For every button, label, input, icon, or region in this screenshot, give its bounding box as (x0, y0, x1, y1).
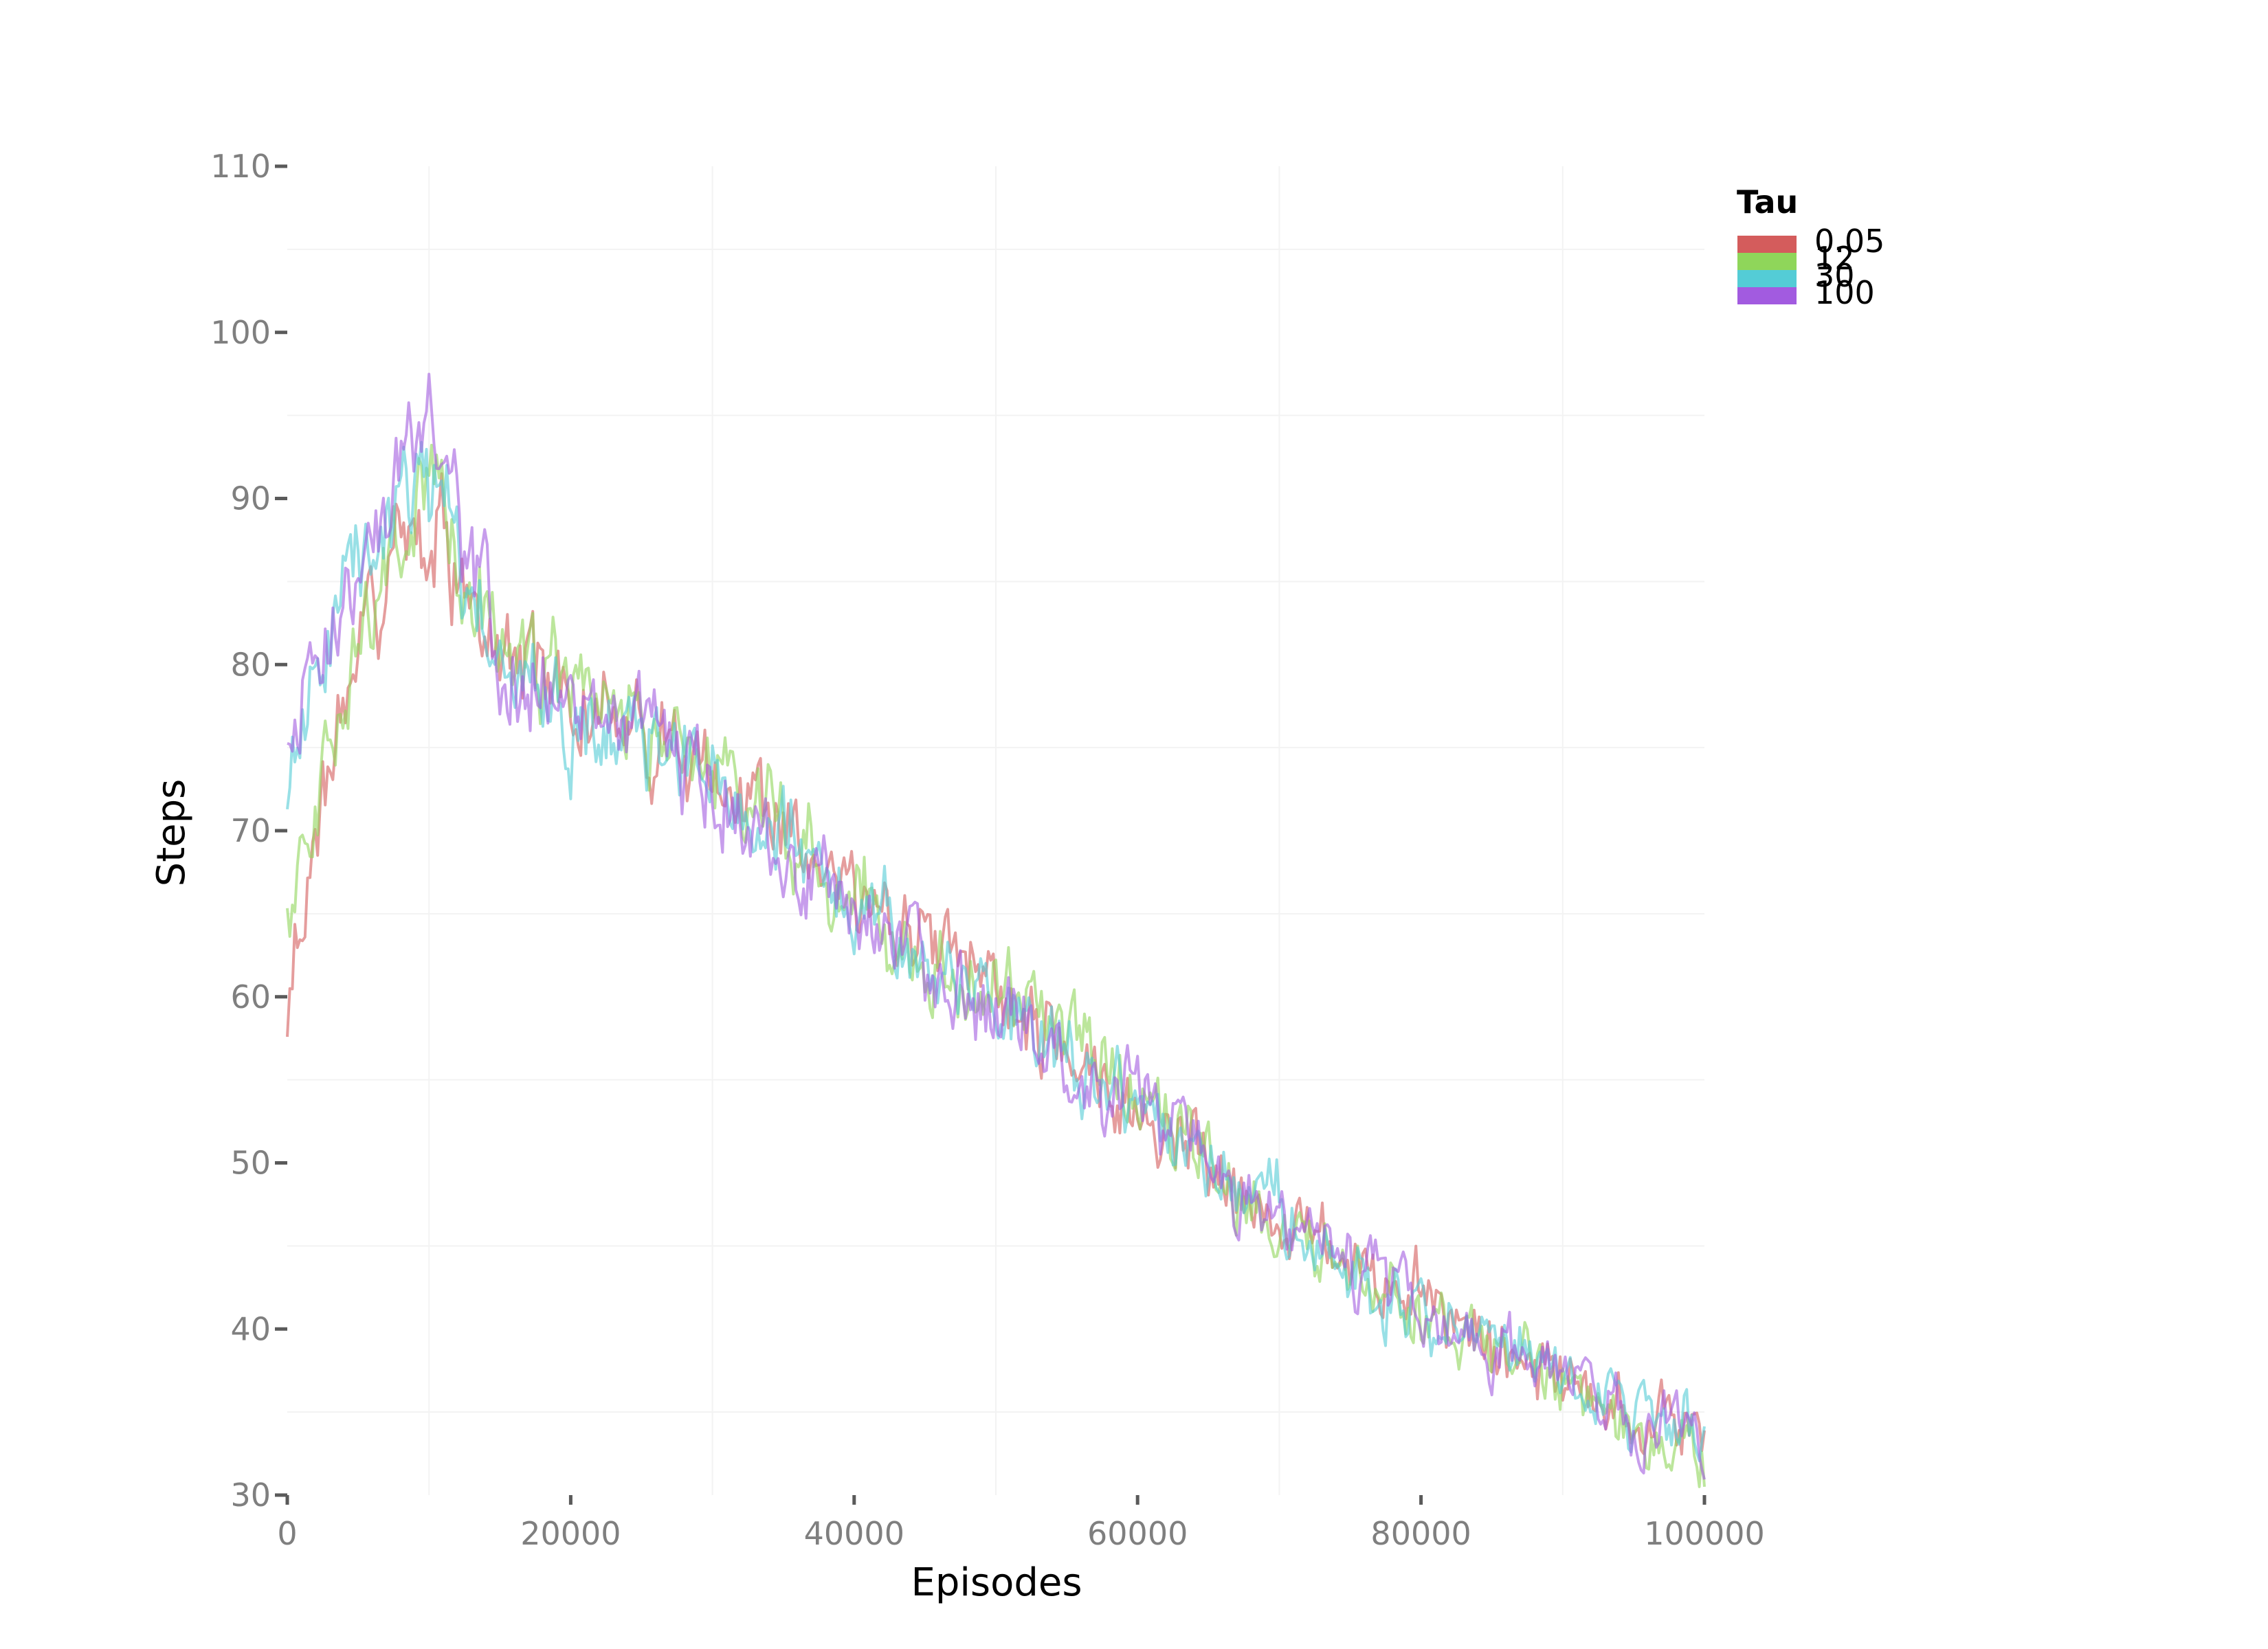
x-tick-label: 80000 (1370, 1515, 1471, 1552)
y-tick-label: 90 (230, 480, 271, 517)
legend-key (1737, 270, 1797, 287)
y-tick-label: 80 (230, 646, 271, 683)
y-tick-label: 30 (230, 1477, 271, 1514)
x-axis-title: Episodes (911, 1560, 1082, 1605)
series-lines (286, 372, 1706, 1488)
y-tick-label: 110 (210, 148, 271, 185)
y-tick-label: 60 (230, 978, 271, 1016)
legend-key (1737, 236, 1797, 253)
legend-title: Tau (1737, 183, 1798, 221)
y-tick-label: 40 (230, 1310, 271, 1347)
legend-key (1737, 287, 1797, 304)
legend-label: 12 (1814, 240, 1855, 277)
legend-key (1737, 253, 1797, 270)
legend-label: 100 (1814, 274, 1875, 311)
x-tick-label: 20000 (520, 1515, 621, 1552)
legend-label: 0.05 (1814, 223, 1885, 260)
axes: 0 20000 40000 60000 80000 100000 30 40 50 60 70 80 9… (210, 148, 1765, 1552)
x-tick-label: 40000 (804, 1515, 904, 1552)
y-tick-label: 70 (230, 812, 271, 849)
y-tick-label: 50 (230, 1145, 271, 1182)
x-tick-label: 100000 (1644, 1515, 1765, 1552)
legend-label: 30 (1814, 257, 1855, 294)
grid (287, 166, 1704, 1495)
series-line-4 (287, 372, 1706, 1480)
x-tick-label: 60000 (1087, 1515, 1188, 1552)
x-tick-label: 0 (277, 1515, 297, 1552)
y-tick-label: 100 (210, 314, 271, 351)
y-axis-title: Steps (149, 779, 194, 887)
